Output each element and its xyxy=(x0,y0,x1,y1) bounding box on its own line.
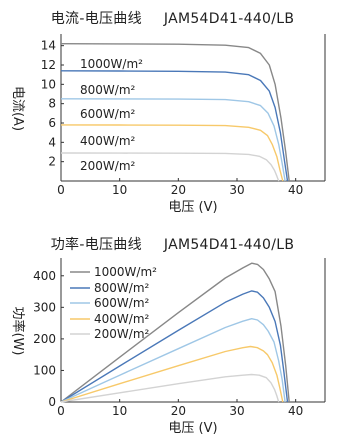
pv-legend-item: 600W/m² xyxy=(70,296,150,310)
pv-x-tick-label: 40 xyxy=(288,404,303,418)
iv-x-axis-label: 电压 (V) xyxy=(168,200,217,215)
iv-series-line xyxy=(60,124,284,182)
iv-x-tick-label: 10 xyxy=(112,183,127,197)
pv-title-model: JAM54D41-440/LB xyxy=(163,237,295,253)
pv-chart-title: 功率-电压曲线 JAM54D41-440/LB xyxy=(0,234,345,254)
pv-x-tick-label: 20 xyxy=(171,404,186,418)
pv-x-tick-label: 30 xyxy=(229,404,244,418)
iv-x-tick-label: 20 xyxy=(171,183,186,197)
pv-series-line xyxy=(60,373,280,403)
pv-legend-item: 400W/m² xyxy=(70,312,150,326)
iv-title-model: JAM54D41-440/LB xyxy=(163,11,295,27)
pv-legend-label: 800W/m² xyxy=(94,281,150,295)
pv-y-tick: 100 xyxy=(33,363,64,377)
iv-y-tick-label: 4 xyxy=(48,135,56,149)
iv-y-tick-label: 8 xyxy=(48,97,56,111)
iv-y-tick: 10 xyxy=(41,77,64,91)
pv-series-line xyxy=(60,345,284,403)
pv-x-axis-label: 电压 (V) xyxy=(168,421,217,436)
pv-legend-label: 400W/m² xyxy=(94,312,150,326)
iv-y-tick-label: 6 xyxy=(48,116,56,130)
pv-x-tick: 10 xyxy=(112,399,127,418)
iv-chart: 电流-电压曲线 JAM54D41-440/LB 0 10 20 30 40 2 4 6 8 10 12… xyxy=(0,8,345,215)
pv-series-line xyxy=(60,318,286,403)
pv-y-axis-label: 功率(W) xyxy=(10,307,26,356)
iv-x-tick: 0 xyxy=(57,178,65,197)
pv-x-tick-label: 0 xyxy=(57,404,65,418)
pv-legend-item: 1000W/m² xyxy=(70,265,157,279)
iv-series-line xyxy=(60,152,280,182)
pv-series-line xyxy=(60,262,290,403)
pv-legend-item: 800W/m² xyxy=(70,281,150,295)
iv-y-tick: 8 xyxy=(48,97,64,111)
pv-y-tick-label: 200 xyxy=(33,332,56,346)
iv-x-tick: 10 xyxy=(112,178,127,197)
iv-x-tick: 20 xyxy=(171,178,186,197)
iv-y-tick: 4 xyxy=(48,135,64,149)
iv-y-tick-label: 2 xyxy=(48,155,56,169)
iv-y-tick-label: 10 xyxy=(41,77,56,91)
pv-y-tick: 300 xyxy=(33,300,64,314)
iv-x-tick-label: 40 xyxy=(288,183,303,197)
iv-title-text: 电流-电压曲线 xyxy=(50,11,142,27)
pv-x-tick-label: 10 xyxy=(112,404,127,418)
pv-x-tick: 40 xyxy=(288,399,303,418)
pv-legend-label: 1000W/m² xyxy=(94,265,157,279)
iv-y-tick-label: 14 xyxy=(41,39,56,53)
iv-y-tick: 12 xyxy=(41,58,64,72)
iv-curve-label: 1000W/m² xyxy=(80,57,143,71)
pv-x-tick: 30 xyxy=(229,399,245,418)
iv-y-tick: 6 xyxy=(48,116,64,130)
pv-y-tick-label: 400 xyxy=(33,269,56,283)
pv-legend-label: 600W/m² xyxy=(94,296,150,310)
pv-chart: 功率-电压曲线 JAM54D41-440/LB 0 10 20 30 40 0 100 200 3… xyxy=(0,226,345,439)
iv-y-axis-label: 电流(A) xyxy=(10,86,25,131)
pv-y-tick: 400 xyxy=(33,269,64,283)
iv-series-line xyxy=(60,70,289,182)
pv-x-tick: 20 xyxy=(171,399,186,418)
pv-legend-item: 200W/m² xyxy=(70,327,150,341)
iv-chart-title: 电流-电压曲线 JAM54D41-440/LB xyxy=(0,8,345,28)
pv-y-tick-label: 300 xyxy=(33,300,56,314)
iv-curve-label: 400W/m² xyxy=(80,134,136,148)
iv-x-tick: 40 xyxy=(288,178,303,197)
iv-series-line xyxy=(60,98,286,182)
pv-y-tick-label: 100 xyxy=(33,363,56,377)
iv-y-tick: 2 xyxy=(48,155,64,169)
pv-y-tick: 200 xyxy=(33,332,64,346)
iv-y-tick-label: 12 xyxy=(41,58,56,72)
iv-curve-label: 200W/m² xyxy=(80,159,136,173)
pv-y-tick-label: 0 xyxy=(48,395,56,409)
iv-curve-label: 800W/m² xyxy=(80,83,136,97)
iv-x-tick-label: 0 xyxy=(57,183,65,197)
iv-chart-svg: 0 10 20 30 40 2 4 6 8 10 12 14 电压 (V) 电流(A) 1000W/m² 80… xyxy=(10,34,326,215)
pv-legend-label: 200W/m² xyxy=(94,327,150,341)
iv-curve-label: 600W/m² xyxy=(80,107,136,121)
iv-x-tick: 30 xyxy=(229,178,245,197)
iv-series-line xyxy=(60,43,290,182)
iv-y-tick: 14 xyxy=(41,39,64,53)
pv-series-line xyxy=(60,290,289,403)
pv-title-text: 功率-电压曲线 xyxy=(50,237,142,253)
iv-x-tick-label: 30 xyxy=(229,183,244,197)
